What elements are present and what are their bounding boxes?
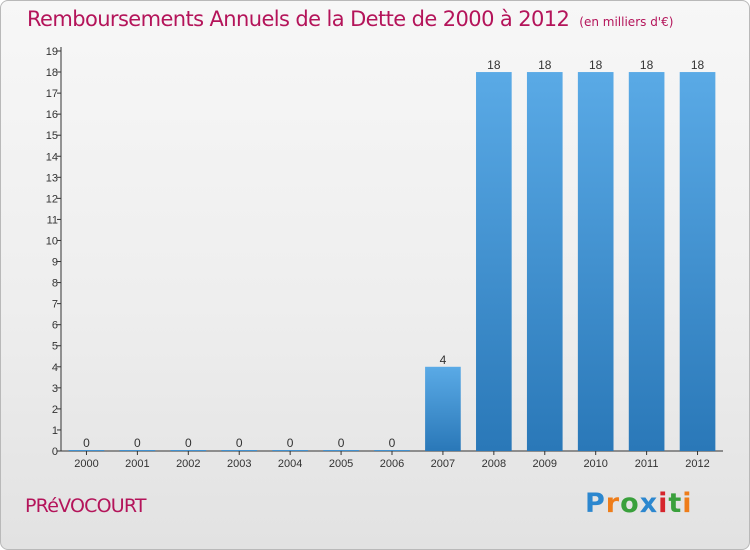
bar [323,450,359,451]
chart-subtitle: (en milliers d'€) [579,15,674,29]
bar [679,72,716,451]
x-tick-label: 2005 [329,458,353,470]
bar [425,366,461,451]
data-label: 0 [134,436,141,450]
chart-title: Remboursements Annuels de la Dette de 20… [27,7,674,31]
x-tick-label: 2008 [482,458,506,470]
y-tick-label: 15 [46,130,58,142]
data-label: 0 [185,436,192,450]
data-label: 18 [691,58,705,72]
bar [68,450,105,451]
bar [170,450,207,451]
y-tick-label: 7 [52,299,58,311]
proxiti-logo: Proxiti [585,488,693,519]
x-tick-label: 2003 [227,458,251,470]
data-label: 0 [83,436,90,450]
x-tick-label: 2009 [533,458,557,470]
x-tick-label: 2002 [176,458,200,470]
y-tick-label: 14 [46,151,58,163]
y-tick-label: 4 [52,362,58,374]
bars [68,72,716,451]
x-tick-label: 2001 [125,458,149,470]
data-label: 0 [287,436,294,450]
y-tick-label: 13 [46,172,58,184]
data-labels: 0 0 0 0 0 0 0 4 18 18 18 18 18 [83,58,704,450]
x-tick-label: 2006 [380,458,404,470]
y-tick-label: 8 [52,278,58,290]
data-label: 0 [338,436,345,450]
y-tick-label: 0 [52,446,58,458]
y-tick-label: 2 [52,404,58,416]
x-tick-label: 2011 [635,458,659,470]
bar [526,72,563,451]
data-label: 18 [487,58,501,72]
y-tick-label: 18 [46,67,58,79]
logo-letter: P [585,488,606,519]
x-axis: 2000 2001 2002 2003 2004 2005 2006 2007 2008 2009… [61,450,723,470]
bar [374,450,410,451]
data-label: 0 [389,436,396,450]
x-tick-label: 2000 [74,458,98,470]
x-tick-label: 2007 [431,458,455,470]
bar [628,72,665,451]
y-tick-label: 5 [52,341,58,353]
bar [577,72,614,451]
logo-letter: i [658,488,669,519]
logo-letter: t [668,488,683,519]
y-tick-label: 9 [52,257,58,269]
data-label: 18 [589,58,603,72]
bar [119,450,156,451]
data-label: 18 [538,58,552,72]
logo-letter: r [605,488,621,519]
y-tick-label: 17 [46,88,58,100]
y-tick-label: 1 [52,425,58,437]
bar [272,450,308,451]
logo-letter: o [620,488,640,519]
y-tick-label: 6 [52,320,58,332]
y-tick-label: 3 [52,383,58,395]
bar [476,72,512,451]
x-tick-label: 2010 [583,458,607,470]
y-tick-label: 16 [46,109,58,121]
logo-letter: i [682,488,693,519]
data-label: 0 [236,436,243,450]
data-label: 18 [640,58,654,72]
y-tick-label: 10 [46,235,58,247]
y-tick-label: 12 [46,193,58,205]
commune-name: PRéVOCOURT [25,495,146,517]
y-tick-label: 19 [46,46,58,58]
data-label: 4 [440,353,447,367]
logo-letter: x [639,488,659,519]
bar [221,450,258,451]
y-tick-label: 11 [47,214,58,226]
x-tick-label: 2004 [278,458,302,470]
x-tick-label: 2012 [685,458,709,470]
